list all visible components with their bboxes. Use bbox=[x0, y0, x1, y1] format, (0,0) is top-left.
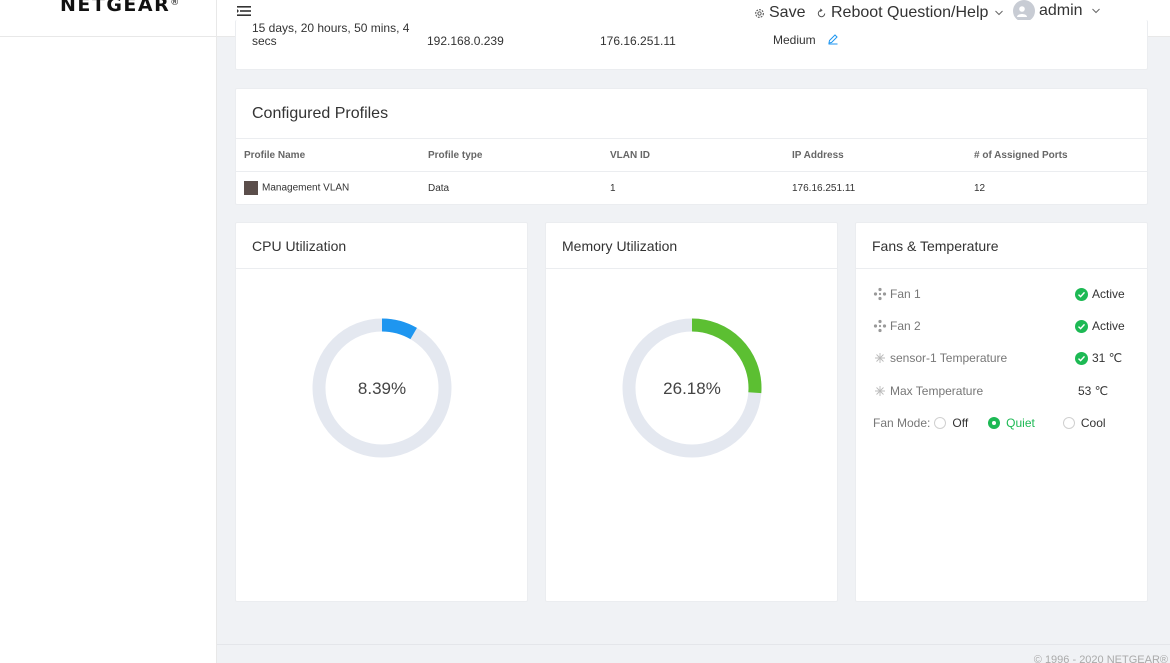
temperature-icon bbox=[875, 386, 885, 396]
memory-utilization-card: Memory Utilization 26.18% bbox=[545, 222, 838, 602]
table-row[interactable]: Management VLAN Data 1 176.16.251.11 12 bbox=[236, 172, 1147, 205]
netgear-logo[interactable]: NETGEAR® bbox=[60, 0, 180, 16]
fan-mode-group: Fan Mode: Off Quiet Cool bbox=[873, 416, 1106, 430]
temperature-icon bbox=[875, 353, 885, 363]
user-label: admin bbox=[1039, 2, 1083, 19]
fan-mode-off[interactable]: Off bbox=[930, 416, 968, 430]
fan-mode-quiet[interactable]: Quiet bbox=[984, 416, 1035, 430]
fans-temperature-title: Fans & Temperature bbox=[856, 223, 1147, 269]
temperature-status: 53 ℃ bbox=[1078, 384, 1108, 398]
temperature-value: 31 ℃ bbox=[1092, 351, 1123, 365]
column-header[interactable]: VLAN ID bbox=[602, 138, 784, 172]
profiles-card: Configured Profiles Profile Name Profile… bbox=[235, 88, 1148, 205]
temperature-row: Max Temperature 53 ℃ bbox=[873, 382, 1133, 400]
radio-icon bbox=[934, 417, 947, 429]
cpu-utilization-title: CPU Utilization bbox=[236, 223, 527, 269]
cpu-utilization-card: CPU Utilization 8.39% bbox=[235, 222, 528, 602]
profile-color-swatch bbox=[244, 181, 258, 196]
sidebar bbox=[0, 37, 217, 663]
cpu-value: 8.39% bbox=[358, 379, 406, 398]
assigned-ports-cell: 12 bbox=[974, 182, 986, 194]
column-header[interactable]: Profile type bbox=[420, 138, 602, 172]
memory-utilization-title: Memory Utilization bbox=[546, 223, 837, 269]
summary-card: 15 days, 20 hours, 50 mins, 4 secs 192.1… bbox=[235, 20, 1148, 70]
vlan-id-cell: 1 bbox=[610, 182, 616, 194]
help-label: Question/Help bbox=[887, 4, 989, 21]
fan-status-text: Active bbox=[1092, 319, 1125, 333]
profile-name: Management VLAN bbox=[262, 182, 350, 194]
temperature-row: sensor-1 Temperature 31 ℃ bbox=[873, 349, 1133, 367]
profile-name-cell: Management VLAN bbox=[236, 172, 420, 205]
table-header-row: Profile Name Profile type VLAN ID IP Add… bbox=[236, 138, 1147, 172]
ip-address-cell: 176.16.251.11 bbox=[792, 182, 856, 194]
fan-row: Fan 1 Active bbox=[873, 285, 1133, 303]
check-circle-icon bbox=[1075, 351, 1088, 365]
radio-selected-icon bbox=[988, 417, 1001, 429]
user-menu[interactable]: admin bbox=[1013, 0, 1105, 22]
menu-icon[interactable] bbox=[236, 3, 252, 19]
check-circle-icon bbox=[1075, 287, 1088, 301]
profiles-title: Configured Profiles bbox=[252, 105, 389, 122]
memory-value: 26.18% bbox=[663, 379, 721, 398]
check-circle-icon bbox=[1075, 319, 1088, 333]
memory-gauge-arc bbox=[622, 318, 762, 458]
memory-gauge: 26.18% bbox=[622, 318, 762, 458]
temperature-value: 53 ℃ bbox=[1078, 384, 1109, 398]
fan-status: Active bbox=[1075, 287, 1125, 301]
fan-status-text: Active bbox=[1092, 287, 1125, 301]
temperature-label: sensor-1 Temperature bbox=[890, 351, 1008, 365]
profiles-table: Profile Name Profile type VLAN ID IP Add… bbox=[236, 138, 1147, 205]
ip-value: 176.16.251.11 bbox=[600, 34, 676, 48]
reboot-button[interactable]: Reboot bbox=[816, 4, 883, 22]
edit-icon[interactable] bbox=[827, 33, 839, 45]
footer: © 1996 - 2020 NETGEAR® bbox=[217, 644, 1170, 663]
cpu-gauge: 8.39% bbox=[312, 318, 452, 458]
copyright-text: © 1996 - 2020 NETGEAR® bbox=[1033, 654, 1168, 663]
refresh-icon bbox=[817, 8, 826, 17]
chevron-down-icon bbox=[1091, 8, 1100, 14]
user-icon bbox=[1013, 0, 1035, 22]
fan-icon bbox=[873, 319, 887, 333]
logo-area: NETGEAR® bbox=[0, 0, 217, 37]
save-button[interactable]: Save bbox=[754, 4, 805, 22]
fans-temperature-card: Fans & Temperature Fan 1 Active Fan 2 bbox=[855, 222, 1148, 602]
fan-label: Fan 1 bbox=[890, 287, 921, 301]
fan-label: Fan 2 bbox=[890, 319, 921, 333]
uptime-value: 15 days, 20 hours, 50 mins, 4 secs bbox=[252, 22, 410, 48]
cpu-gauge-arc bbox=[312, 318, 452, 458]
temperature-status: 31 ℃ bbox=[1075, 351, 1122, 365]
fan-row: Fan 2 Active bbox=[873, 317, 1133, 335]
radio-icon bbox=[1062, 417, 1075, 429]
reboot-label: Reboot bbox=[831, 4, 883, 21]
fan-mode-label: Fan Mode: bbox=[873, 416, 931, 430]
chevron-down-icon bbox=[995, 10, 1004, 16]
column-header[interactable]: IP Address bbox=[784, 138, 966, 172]
ip-value: 192.168.0.239 bbox=[427, 34, 504, 48]
fan-icon bbox=[873, 287, 887, 301]
help-dropdown[interactable]: Question/Help bbox=[887, 4, 1008, 22]
profile-type-cell: Data bbox=[428, 182, 450, 194]
fan-mode-cool[interactable]: Cool bbox=[1059, 416, 1106, 430]
save-label: Save bbox=[769, 4, 806, 21]
column-header[interactable]: # of Assigned Ports bbox=[966, 138, 1147, 172]
column-header[interactable]: Profile Name bbox=[236, 138, 420, 172]
gear-icon bbox=[755, 8, 764, 18]
fan-status: Active bbox=[1075, 319, 1125, 333]
fan-mode-option-label: Quiet bbox=[1006, 416, 1035, 430]
level-value: Medium bbox=[773, 33, 816, 47]
fan-mode-option-label: Cool bbox=[1080, 416, 1106, 430]
fan-mode-option-label: Off bbox=[952, 416, 969, 430]
temperature-label: Max Temperature bbox=[890, 384, 984, 398]
